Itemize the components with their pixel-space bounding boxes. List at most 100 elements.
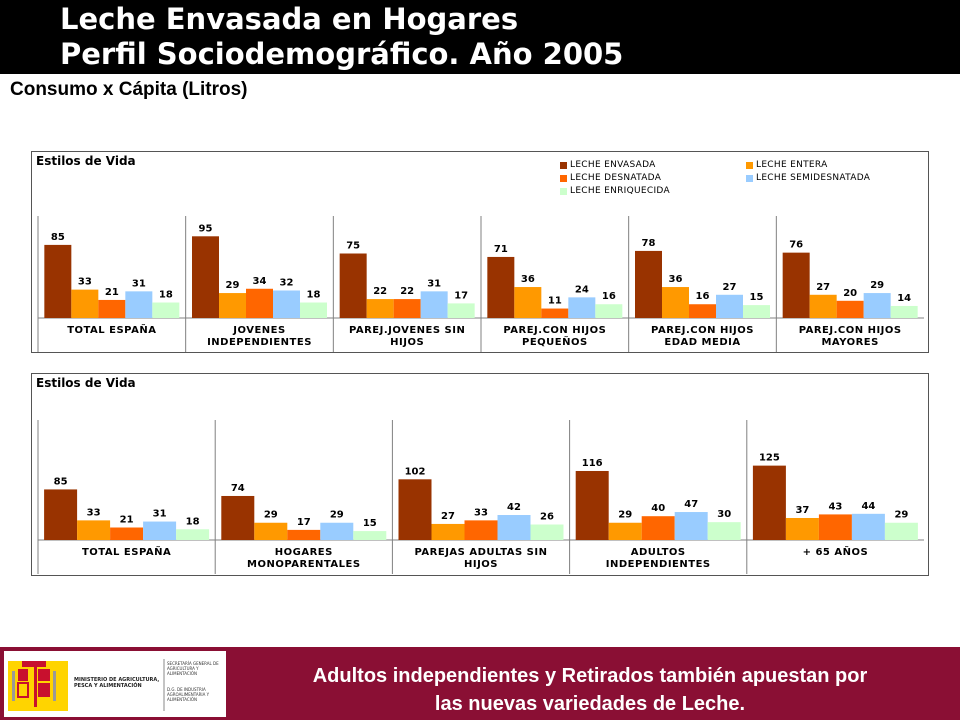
- page-subtitle: Consumo x Cápita (Litros): [10, 79, 248, 100]
- bar-leche-semidesnatada: [863, 293, 891, 318]
- data-label: 29: [618, 510, 632, 521]
- data-label: 85: [54, 476, 68, 487]
- bar-leche-desnatada: [98, 299, 126, 318]
- bar-leche-envasada: [635, 250, 662, 318]
- footer-banner: MINISTERIO DE AGRICULTURA, PESCA Y ALIME…: [0, 647, 960, 720]
- category-label: HOGARES: [275, 547, 333, 558]
- data-label: 75: [346, 241, 360, 252]
- data-label: 15: [363, 518, 377, 529]
- data-label: 102: [405, 466, 426, 477]
- bar-leche-entera: [662, 287, 689, 318]
- data-label: 74: [231, 483, 245, 494]
- data-label: 44: [861, 501, 875, 512]
- legend-swatch-semidesnatada: [746, 174, 753, 182]
- data-label: 85: [51, 232, 65, 243]
- data-label: 15: [750, 292, 764, 303]
- data-label: 30: [717, 509, 731, 520]
- bar-leche-semidesnatada: [320, 522, 354, 540]
- bar-leche-desnatada: [287, 529, 321, 540]
- chart1-svg: 85 33 21 31 18 TOTAL ESPAÑA 95 29 34 32 18 JOVENESI…: [37, 216, 924, 352]
- category-label: ADULTOS: [631, 547, 686, 558]
- data-label: 17: [454, 290, 468, 301]
- bar-leche-enriquecida: [530, 524, 564, 540]
- data-label: 116: [582, 458, 603, 469]
- category-label: PAREJ.CON HIJOS: [799, 325, 902, 336]
- legend-label-entera: LECHE ENTERA: [756, 160, 828, 170]
- data-label: 17: [297, 517, 311, 528]
- coat-of-arms-icon: [8, 659, 165, 711]
- bar-leche-enriquecida: [884, 522, 918, 540]
- page-title-line2: Perfil Sociodemográfico. Año 2005: [60, 37, 624, 71]
- category-label: + 65 AÑOS: [803, 545, 869, 558]
- legend-swatch-entera: [746, 161, 753, 169]
- bar-leche-desnatada: [393, 299, 421, 318]
- bar-leche-envasada: [398, 479, 432, 540]
- bar-leche-entera: [254, 522, 288, 540]
- data-label: 78: [642, 238, 656, 249]
- data-label: 42: [507, 502, 521, 513]
- bar-leche-desnatada: [541, 308, 569, 318]
- data-label: 14: [897, 293, 911, 304]
- data-label: 37: [795, 505, 809, 516]
- data-label: 29: [330, 510, 344, 521]
- data-label: 33: [87, 507, 101, 518]
- data-label: 34: [253, 276, 267, 287]
- data-label: 95: [199, 223, 213, 234]
- footer-message-line1: Adultos independientes y Retirados tambi…: [312, 665, 868, 687]
- bar-leche-entera: [809, 294, 837, 318]
- data-label: 40: [651, 503, 665, 514]
- chart-estilos-de-vida-2: 85 33 21 31 18 TOTAL ESPAÑA 74 29 17 29 15 HOGARES M…: [31, 373, 929, 576]
- bar-leche-envasada: [575, 470, 609, 540]
- bar-leche-desnatada: [246, 288, 273, 318]
- data-label: 32: [280, 277, 294, 288]
- bar-leche-semidesnatada: [851, 513, 885, 540]
- bar-leche-semidesnatada: [716, 294, 743, 318]
- chart1-title: Estilos de Vida: [36, 154, 136, 168]
- bar-leche-entera: [77, 520, 111, 540]
- data-label: 20: [843, 288, 857, 299]
- data-label: 29: [894, 510, 908, 521]
- bar-leche-envasada: [192, 236, 219, 318]
- ministry-logo: MINISTERIO DE AGRICULTURA, PESCA Y ALIME…: [4, 651, 226, 717]
- data-label: 16: [696, 291, 710, 302]
- data-label: 31: [427, 278, 441, 289]
- data-label: 71: [494, 244, 508, 255]
- bar-leche-desnatada: [464, 520, 498, 540]
- data-label: 16: [602, 291, 616, 302]
- bar-leche-desnatada: [836, 300, 864, 318]
- data-label: 22: [373, 286, 387, 297]
- page-title-line1: Leche Envasada en Hogares: [60, 2, 519, 36]
- legend-item-envasada: LECHE ENVASADA: [560, 160, 656, 170]
- category-label: EDAD MEDIA: [664, 337, 740, 348]
- data-label: 29: [226, 280, 240, 291]
- category-label: TOTAL ESPAÑA: [67, 323, 156, 336]
- data-label: 27: [816, 282, 830, 293]
- data-label: 29: [264, 510, 278, 521]
- bar-leche-envasada: [44, 489, 78, 540]
- category-label: INDEPENDIENTES: [606, 559, 711, 570]
- title-bar: Leche Envasada en Hogares Perfil Sociode…: [0, 0, 960, 74]
- bar-leche-enriquecida: [152, 302, 180, 318]
- data-label: 11: [548, 296, 562, 307]
- bar-leche-enriquecida: [176, 529, 210, 540]
- bar-leche-envasada: [782, 252, 810, 318]
- chart-estilos-de-vida-1: 85 33 21 31 18 TOTAL ESPAÑA 95 29 34 32 18 JOVENES I…: [31, 151, 929, 353]
- data-label: 47: [684, 499, 698, 510]
- bar-leche-envasada: [752, 465, 786, 540]
- bar-leche-enriquecida: [890, 305, 918, 318]
- data-label: 31: [153, 509, 167, 520]
- legend-item-semidesnatada: LECHE SEMIDESNATADA: [746, 173, 870, 183]
- ministry-name: MINISTERIO DE AGRICULTURA, PESCA Y ALIME…: [74, 677, 160, 689]
- legend-label-semidesnatada: LECHE SEMIDESNATADA: [756, 173, 871, 183]
- legend-label-desnatada: LECHE DESNATADA: [570, 173, 662, 183]
- bar-leche-entera: [431, 523, 465, 540]
- data-label: 27: [723, 282, 737, 293]
- bar-leche-semidesnatada: [674, 512, 708, 540]
- legend-label-envasada: LECHE ENVASADA: [570, 160, 656, 170]
- data-label: 125: [759, 453, 780, 464]
- data-label: 21: [120, 515, 134, 526]
- footer-message-line2: las nuevas variedades de Leche.: [434, 693, 746, 715]
- data-label: 43: [828, 501, 842, 512]
- data-label: 33: [474, 507, 488, 518]
- category-label: MAYORES: [821, 337, 878, 348]
